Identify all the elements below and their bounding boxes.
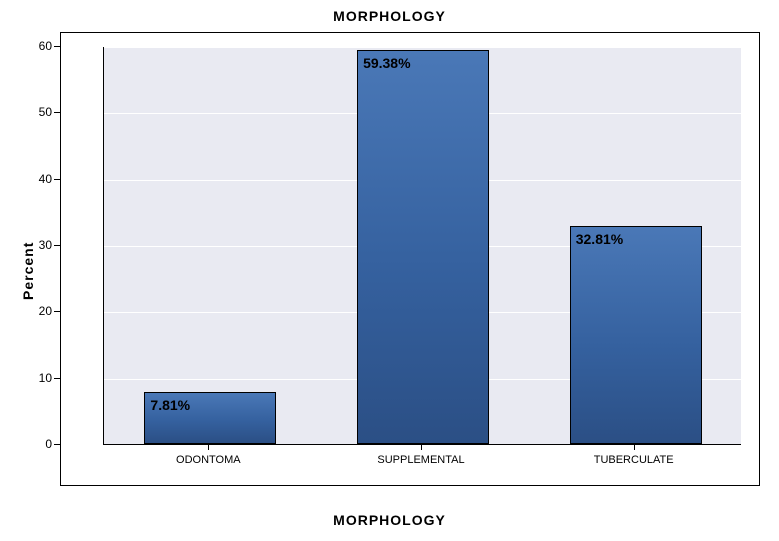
y-tick-label: 40 (22, 172, 52, 186)
bar (357, 50, 489, 444)
y-tick-label: 20 (22, 304, 52, 318)
x-axis-title: MORPHOLOGY (0, 512, 779, 528)
x-tick-label: SUPPLEMENTAL (377, 454, 464, 466)
y-tick-mark (54, 311, 60, 312)
plot-area-outer: 7.81% 59.38% 32.81% (60, 32, 760, 486)
y-tick-label: 30 (22, 238, 52, 252)
y-tick-mark (54, 378, 60, 379)
x-tick-label: ODONTOMA (176, 454, 241, 466)
x-tick-label: TUBERCULATE (594, 454, 674, 466)
chart-container: MORPHOLOGY Percent 7.81%59.38%32.81% MOR… (0, 0, 779, 541)
y-tick-mark (54, 444, 60, 445)
y-tick-label: 10 (22, 371, 52, 385)
y-tick-label: 50 (22, 105, 52, 119)
x-tick-mark (208, 444, 209, 450)
bar-value-label: 59.38% (363, 55, 410, 71)
bar-value-label: 32.81% (576, 231, 623, 247)
y-tick-mark (54, 245, 60, 246)
gridline (104, 47, 741, 48)
y-tick-label: 60 (22, 39, 52, 53)
y-tick-mark (54, 46, 60, 47)
y-tick-label: 0 (22, 437, 52, 451)
y-tick-mark (54, 179, 60, 180)
y-tick-mark (54, 112, 60, 113)
x-tick-mark (634, 444, 635, 450)
plot-area-inner: 7.81% 59.38% 32.81% (103, 47, 741, 445)
bar (570, 226, 702, 444)
chart-title-top: MORPHOLOGY (0, 8, 779, 24)
bar-value-label: 7.81% (150, 397, 190, 413)
x-tick-mark (421, 444, 422, 450)
